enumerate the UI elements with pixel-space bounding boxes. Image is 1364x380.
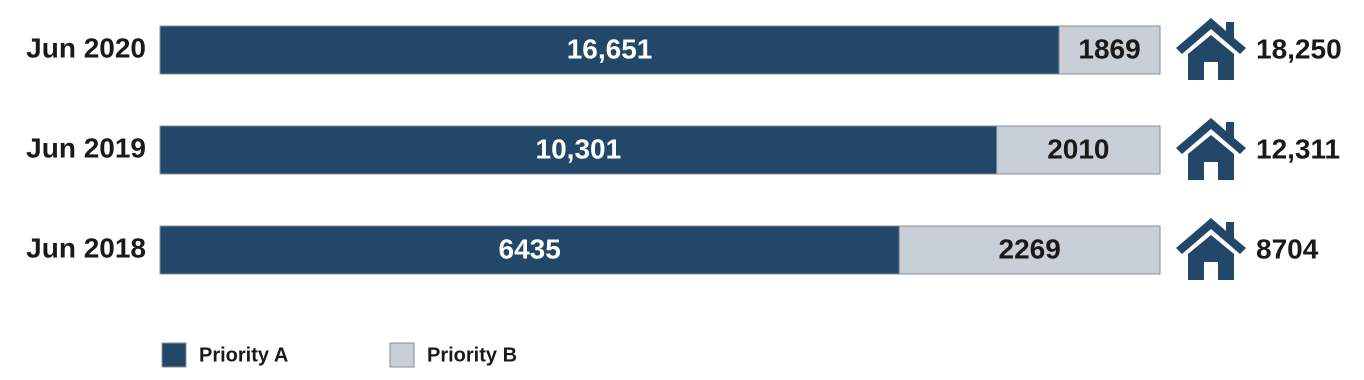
house-shape [1176, 218, 1246, 280]
legend-label: Priority B [427, 344, 517, 366]
value-label: 2269 [999, 233, 1061, 264]
legend-swatch [161, 342, 187, 368]
house-icon [1176, 18, 1246, 80]
value-label: 2010 [1047, 133, 1109, 164]
value-label: 1869 [1078, 33, 1140, 64]
value-label: 16,651 [567, 33, 653, 64]
total-label: 12,311 [1256, 133, 1340, 164]
house-icon [1176, 118, 1246, 180]
total-label: 18,250 [1256, 33, 1342, 64]
legend-label: Priority A [199, 344, 288, 366]
house-icon [1176, 218, 1246, 280]
house-shape [1176, 18, 1246, 80]
bar-segment [898, 225, 1161, 275]
house-shape [1176, 118, 1246, 180]
bar-segment [159, 125, 998, 175]
category-label: Jun 2018 [26, 232, 146, 263]
total-label: 8704 [1256, 233, 1319, 264]
legend-swatch [389, 342, 415, 368]
bar-segment [159, 25, 1060, 75]
value-label: 6435 [499, 233, 561, 264]
value-label: 10,301 [536, 133, 622, 164]
bar-segment [1058, 25, 1161, 75]
bar-segment [159, 225, 900, 275]
bar-segment [996, 125, 1161, 175]
category-label: Jun 2020 [26, 32, 146, 63]
category-label: Jun 2019 [26, 132, 146, 163]
